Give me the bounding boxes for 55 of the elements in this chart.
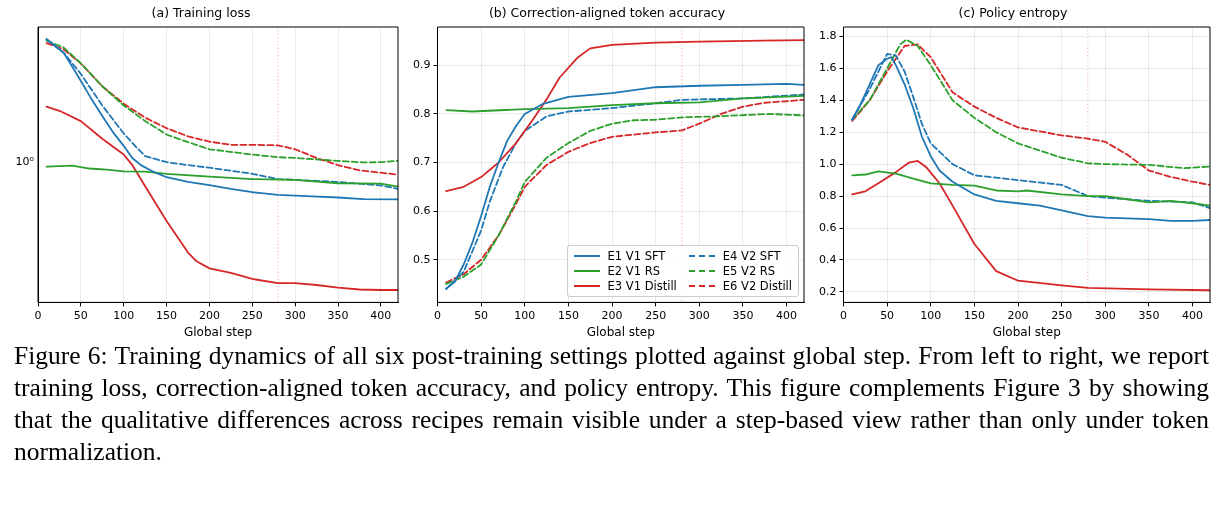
x-axis-title: Global step [992,324,1061,339]
x-axis-title: Global step [183,324,253,339]
y-tick-label: 0.5 [412,252,431,266]
y-tick-label: 1.4 [818,93,837,107]
x-tick-label: 0 [839,308,847,322]
legend-label: E4 V2 SFT [722,249,781,264]
x-tick-label: 250 [1051,308,1073,322]
x-tick-label: 250 [241,308,263,322]
x-tick-label: 300 [284,308,306,322]
y-tick-label: 0.9 [412,58,431,72]
x-tick-label: 50 [880,308,895,322]
y-tick-label: 1.6 [818,61,837,75]
legend-label: E1 V1 SFT [607,249,666,264]
y-tick-label: 0.2 [818,284,837,298]
x-tick-label: 200 [601,308,623,322]
x-tick-label: 350 [327,308,349,322]
text: 10⁰ [15,154,35,168]
x-tick-label: 50 [474,308,489,322]
y-tick-label: 0.7 [412,155,431,169]
x-tick-label: 200 [198,308,220,322]
legend-label: E6 V2 Distill [722,279,792,294]
y-tick-label: 0.6 [412,203,431,217]
x-tick-label: 0 [34,308,42,322]
chart-title: (b) Correction-aligned token accuracy [488,4,726,20]
y-tick-label: 0.8 [412,106,431,120]
x-tick-label: 300 [1094,308,1116,322]
chart-title: (c) Policy entropy [958,4,1069,20]
x-tick-label: 150 [156,308,178,322]
chart-title: (a) Training loss [151,4,251,20]
x-tick-label: 400 [370,308,392,322]
x-tick-label: 50 [73,308,88,322]
caption: Figure 6: Training dynamics of all six post-training settings plotted against global step. From left to right, we report training loss, correction-aligned token accuracy, and policy entropy. This figure complements Figure 3 by showing that the qualitative differences across recipes remain visible under a step-based view rather than only under token normalization. [14,340,1209,468]
x-tick-label: 400 [1182,308,1204,322]
legend-label: E5 V2 RS [722,264,776,279]
y-tick-label: 0.4 [818,252,837,266]
x-tick-label: 150 [963,308,985,322]
y-tick-label: 1.0 [818,157,837,170]
x-tick-label: 200 [1007,308,1029,322]
y-tick-label: 1.2 [818,125,837,139]
legend-label: E3 V1 Distill [607,279,677,294]
x-tick-label: 150 [557,308,579,322]
y-tick-label: 1.8 [818,29,837,43]
x-axis-title: Global step [586,324,655,339]
y-tick-label: 0.8 [818,188,837,202]
x-tick-label: 350 [732,308,754,322]
x-tick-label: 0 [433,308,441,322]
x-tick-label: 100 [514,308,536,322]
x-tick-label: 250 [645,308,667,322]
x-tick-label: 100 [920,308,942,322]
x-tick-label: 400 [776,308,798,322]
x-tick-label: 350 [1138,308,1160,322]
legend-label: E2 V1 RS [607,264,660,279]
y-tick-label: 0.6 [818,220,837,234]
x-tick-label: 100 [113,308,135,322]
x-tick-label: 300 [688,308,710,322]
